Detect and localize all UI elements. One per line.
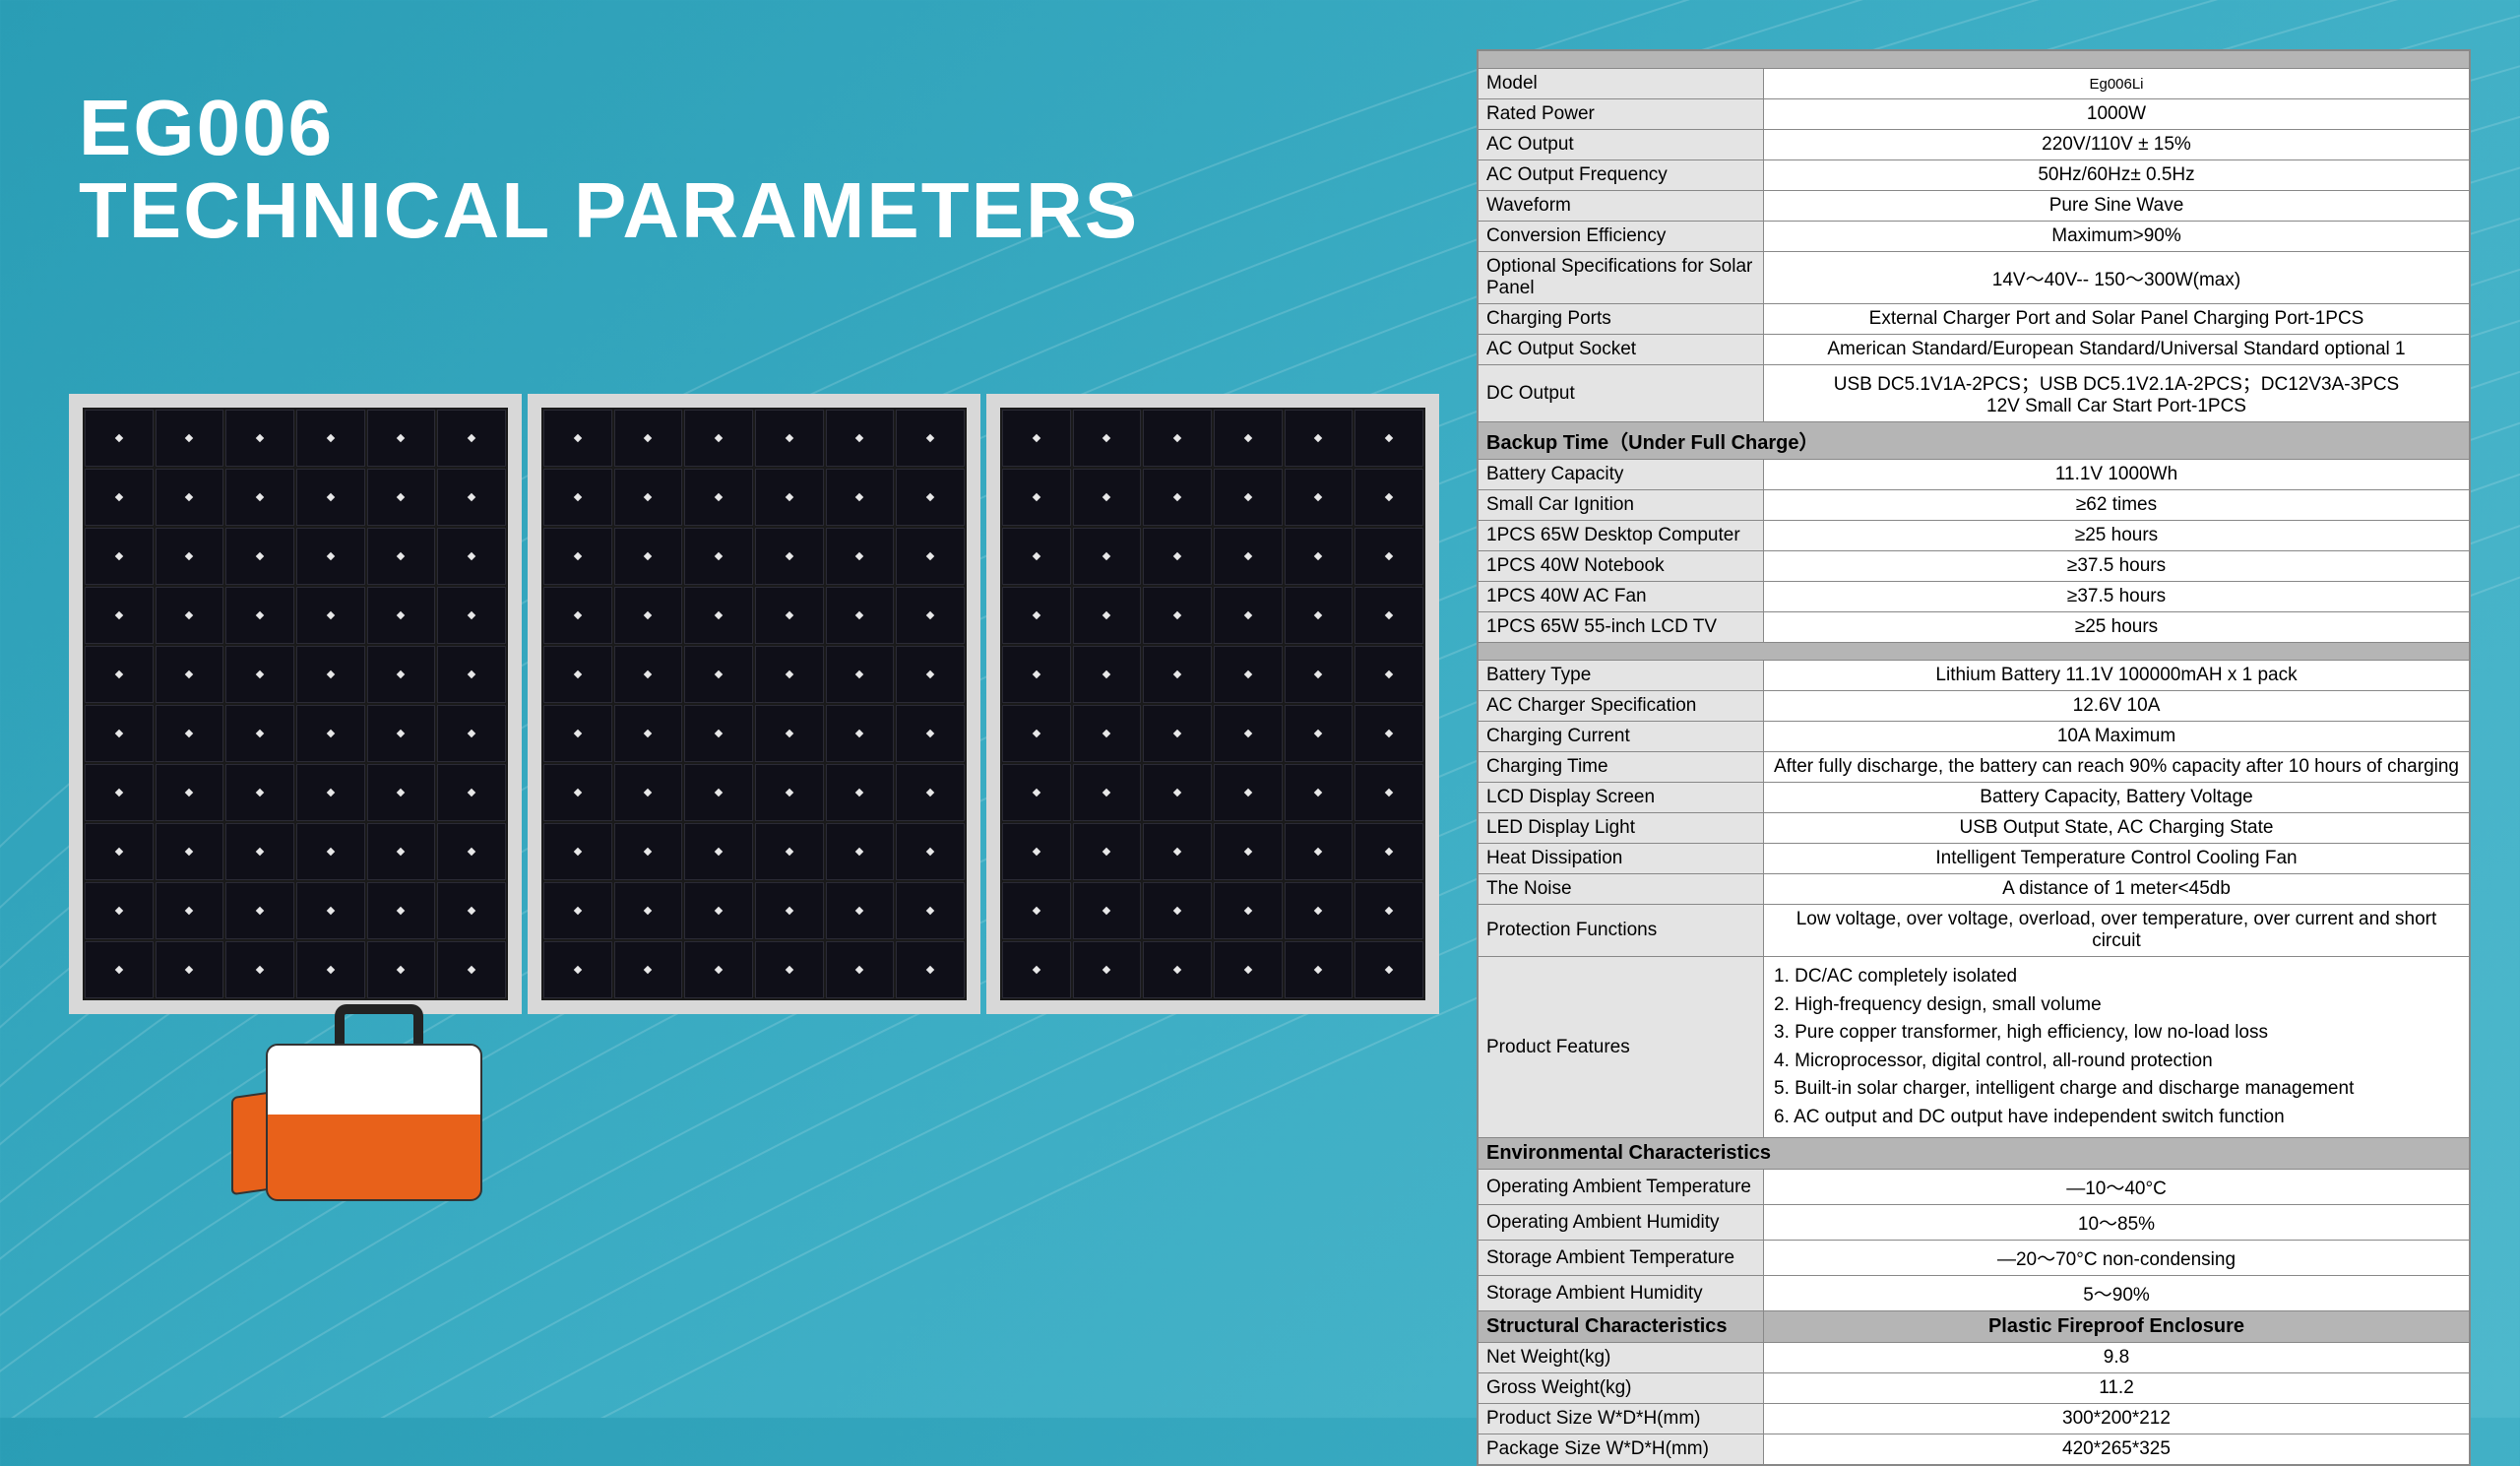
spec-value: Intelligent Temperature Control Cooling …	[1764, 844, 2470, 874]
spec-label: AC Charger Specification	[1479, 691, 1764, 722]
spec-value: USB DC5.1V1A-2PCS；USB DC5.1V2.1A-2PCS；DC…	[1764, 365, 2470, 422]
spec-label: Charging Time	[1479, 752, 1764, 783]
spec-label: Product Size W*D*H(mm)	[1479, 1404, 1764, 1434]
title-line2: TECHNICAL PARAMETERS	[79, 167, 1139, 254]
product-image	[59, 394, 1437, 1142]
spec-label: Storage Ambient Humidity	[1479, 1276, 1764, 1311]
spec-value: 14V～40V-- 150～300W(max)	[1764, 252, 2470, 304]
spec-value: Eg006Li	[1764, 69, 2470, 99]
spec-value: A distance of 1 meter<45db	[1764, 874, 2470, 905]
spec-label: Heat Dissipation	[1479, 844, 1764, 874]
spec-label: Battery Capacity	[1479, 460, 1764, 490]
spec-value: 5～90%	[1764, 1276, 2470, 1311]
spec-label: 1PCS 65W 55-inch LCD TV	[1479, 612, 1764, 643]
spec-value: ≥62 times	[1764, 490, 2470, 521]
section-header-value: Plastic Fireproof Enclosure	[1764, 1311, 2470, 1343]
spec-label: AC Output	[1479, 130, 1764, 160]
solar-panel-2	[528, 394, 980, 1014]
spec-value: 420*265*325	[1764, 1434, 2470, 1465]
spec-label: Battery Type	[1479, 661, 1764, 691]
spec-label: 1PCS 40W AC Fan	[1479, 582, 1764, 612]
spec-label: Waveform	[1479, 191, 1764, 222]
spec-label: Operating Ambient Temperature	[1479, 1170, 1764, 1205]
spec-label: AC Output Socket	[1479, 335, 1764, 365]
section-header: Backup Time（Under Full Charge）	[1479, 422, 2470, 460]
spec-label: 1PCS 40W Notebook	[1479, 551, 1764, 582]
spec-label: Model	[1479, 69, 1764, 99]
spec-table: ModelEg006LiRated Power1000WAC Output220…	[1477, 49, 2471, 1466]
page-title: EG006 TECHNICAL PARAMETERS	[79, 89, 1139, 254]
spec-value: 11.2	[1764, 1373, 2470, 1404]
spec-label: 1PCS 65W Desktop Computer	[1479, 521, 1764, 551]
solar-panel-1	[69, 394, 522, 1014]
spec-label: The Noise	[1479, 874, 1764, 905]
solar-panel-3	[986, 394, 1439, 1014]
spec-label: Package Size W*D*H(mm)	[1479, 1434, 1764, 1465]
spec-value: —10～40°C	[1764, 1170, 2470, 1205]
spec-value: American Standard/European Standard/Univ…	[1764, 335, 2470, 365]
spec-value: —20～70°C non-condensing	[1764, 1241, 2470, 1276]
spec-value: ≥25 hours	[1764, 521, 2470, 551]
spec-value: 300*200*212	[1764, 1404, 2470, 1434]
spec-label: AC Output Frequency	[1479, 160, 1764, 191]
spec-value: 1. DC/AC completely isolated2. High-freq…	[1764, 957, 2470, 1138]
spec-label: LED Display Light	[1479, 813, 1764, 844]
spec-label: Gross Weight(kg)	[1479, 1373, 1764, 1404]
power-unit	[236, 965, 512, 1221]
spec-label: DC Output	[1479, 365, 1764, 422]
spec-label: Net Weight(kg)	[1479, 1343, 1764, 1373]
solar-panels	[69, 394, 1439, 1014]
spec-label: Operating Ambient Humidity	[1479, 1205, 1764, 1241]
spec-label: Conversion Efficiency	[1479, 222, 1764, 252]
spec-value: 9.8	[1764, 1343, 2470, 1373]
spec-label: Storage Ambient Temperature	[1479, 1241, 1764, 1276]
spec-value: 10A Maximum	[1764, 722, 2470, 752]
section-header: Environmental Characteristics	[1479, 1138, 2470, 1170]
spec-value: 10～85%	[1764, 1205, 2470, 1241]
spec-value: External Charger Port and Solar Panel Ch…	[1764, 304, 2470, 335]
spec-label: Charging Ports	[1479, 304, 1764, 335]
spec-label: Small Car Ignition	[1479, 490, 1764, 521]
spec-value: Battery Capacity, Battery Voltage	[1764, 783, 2470, 813]
spec-value: 1000W	[1764, 99, 2470, 130]
spec-label: LCD Display Screen	[1479, 783, 1764, 813]
spec-label: Protection Functions	[1479, 905, 1764, 957]
spec-value: 11.1V 1000Wh	[1764, 460, 2470, 490]
spec-label: Product Features	[1479, 957, 1764, 1138]
spec-value: 12.6V 10A	[1764, 691, 2470, 722]
spec-value: ≥25 hours	[1764, 612, 2470, 643]
unit-body	[266, 1044, 482, 1201]
spec-value: ≥37.5 hours	[1764, 551, 2470, 582]
spec-value: After fully discharge, the battery can r…	[1764, 752, 2470, 783]
spec-label: Charging Current	[1479, 722, 1764, 752]
spec-value: Pure Sine Wave	[1764, 191, 2470, 222]
section-header: Structural Characteristics	[1479, 1311, 1764, 1343]
spec-label: Optional Specifications for Solar Panel	[1479, 252, 1764, 304]
spec-label: Rated Power	[1479, 99, 1764, 130]
spec-value: USB Output State, AC Charging State	[1764, 813, 2470, 844]
spec-value: ≥37.5 hours	[1764, 582, 2470, 612]
spec-value: 50Hz/60Hz± 0.5Hz	[1764, 160, 2470, 191]
spec-value: 220V/110V ± 15%	[1764, 130, 2470, 160]
spec-value: Lithium Battery 11.1V 100000mAH x 1 pack	[1764, 661, 2470, 691]
title-line1: EG006	[79, 89, 1139, 167]
spec-value: Maximum>90%	[1764, 222, 2470, 252]
spec-value: Low voltage, over voltage, overload, ove…	[1764, 905, 2470, 957]
